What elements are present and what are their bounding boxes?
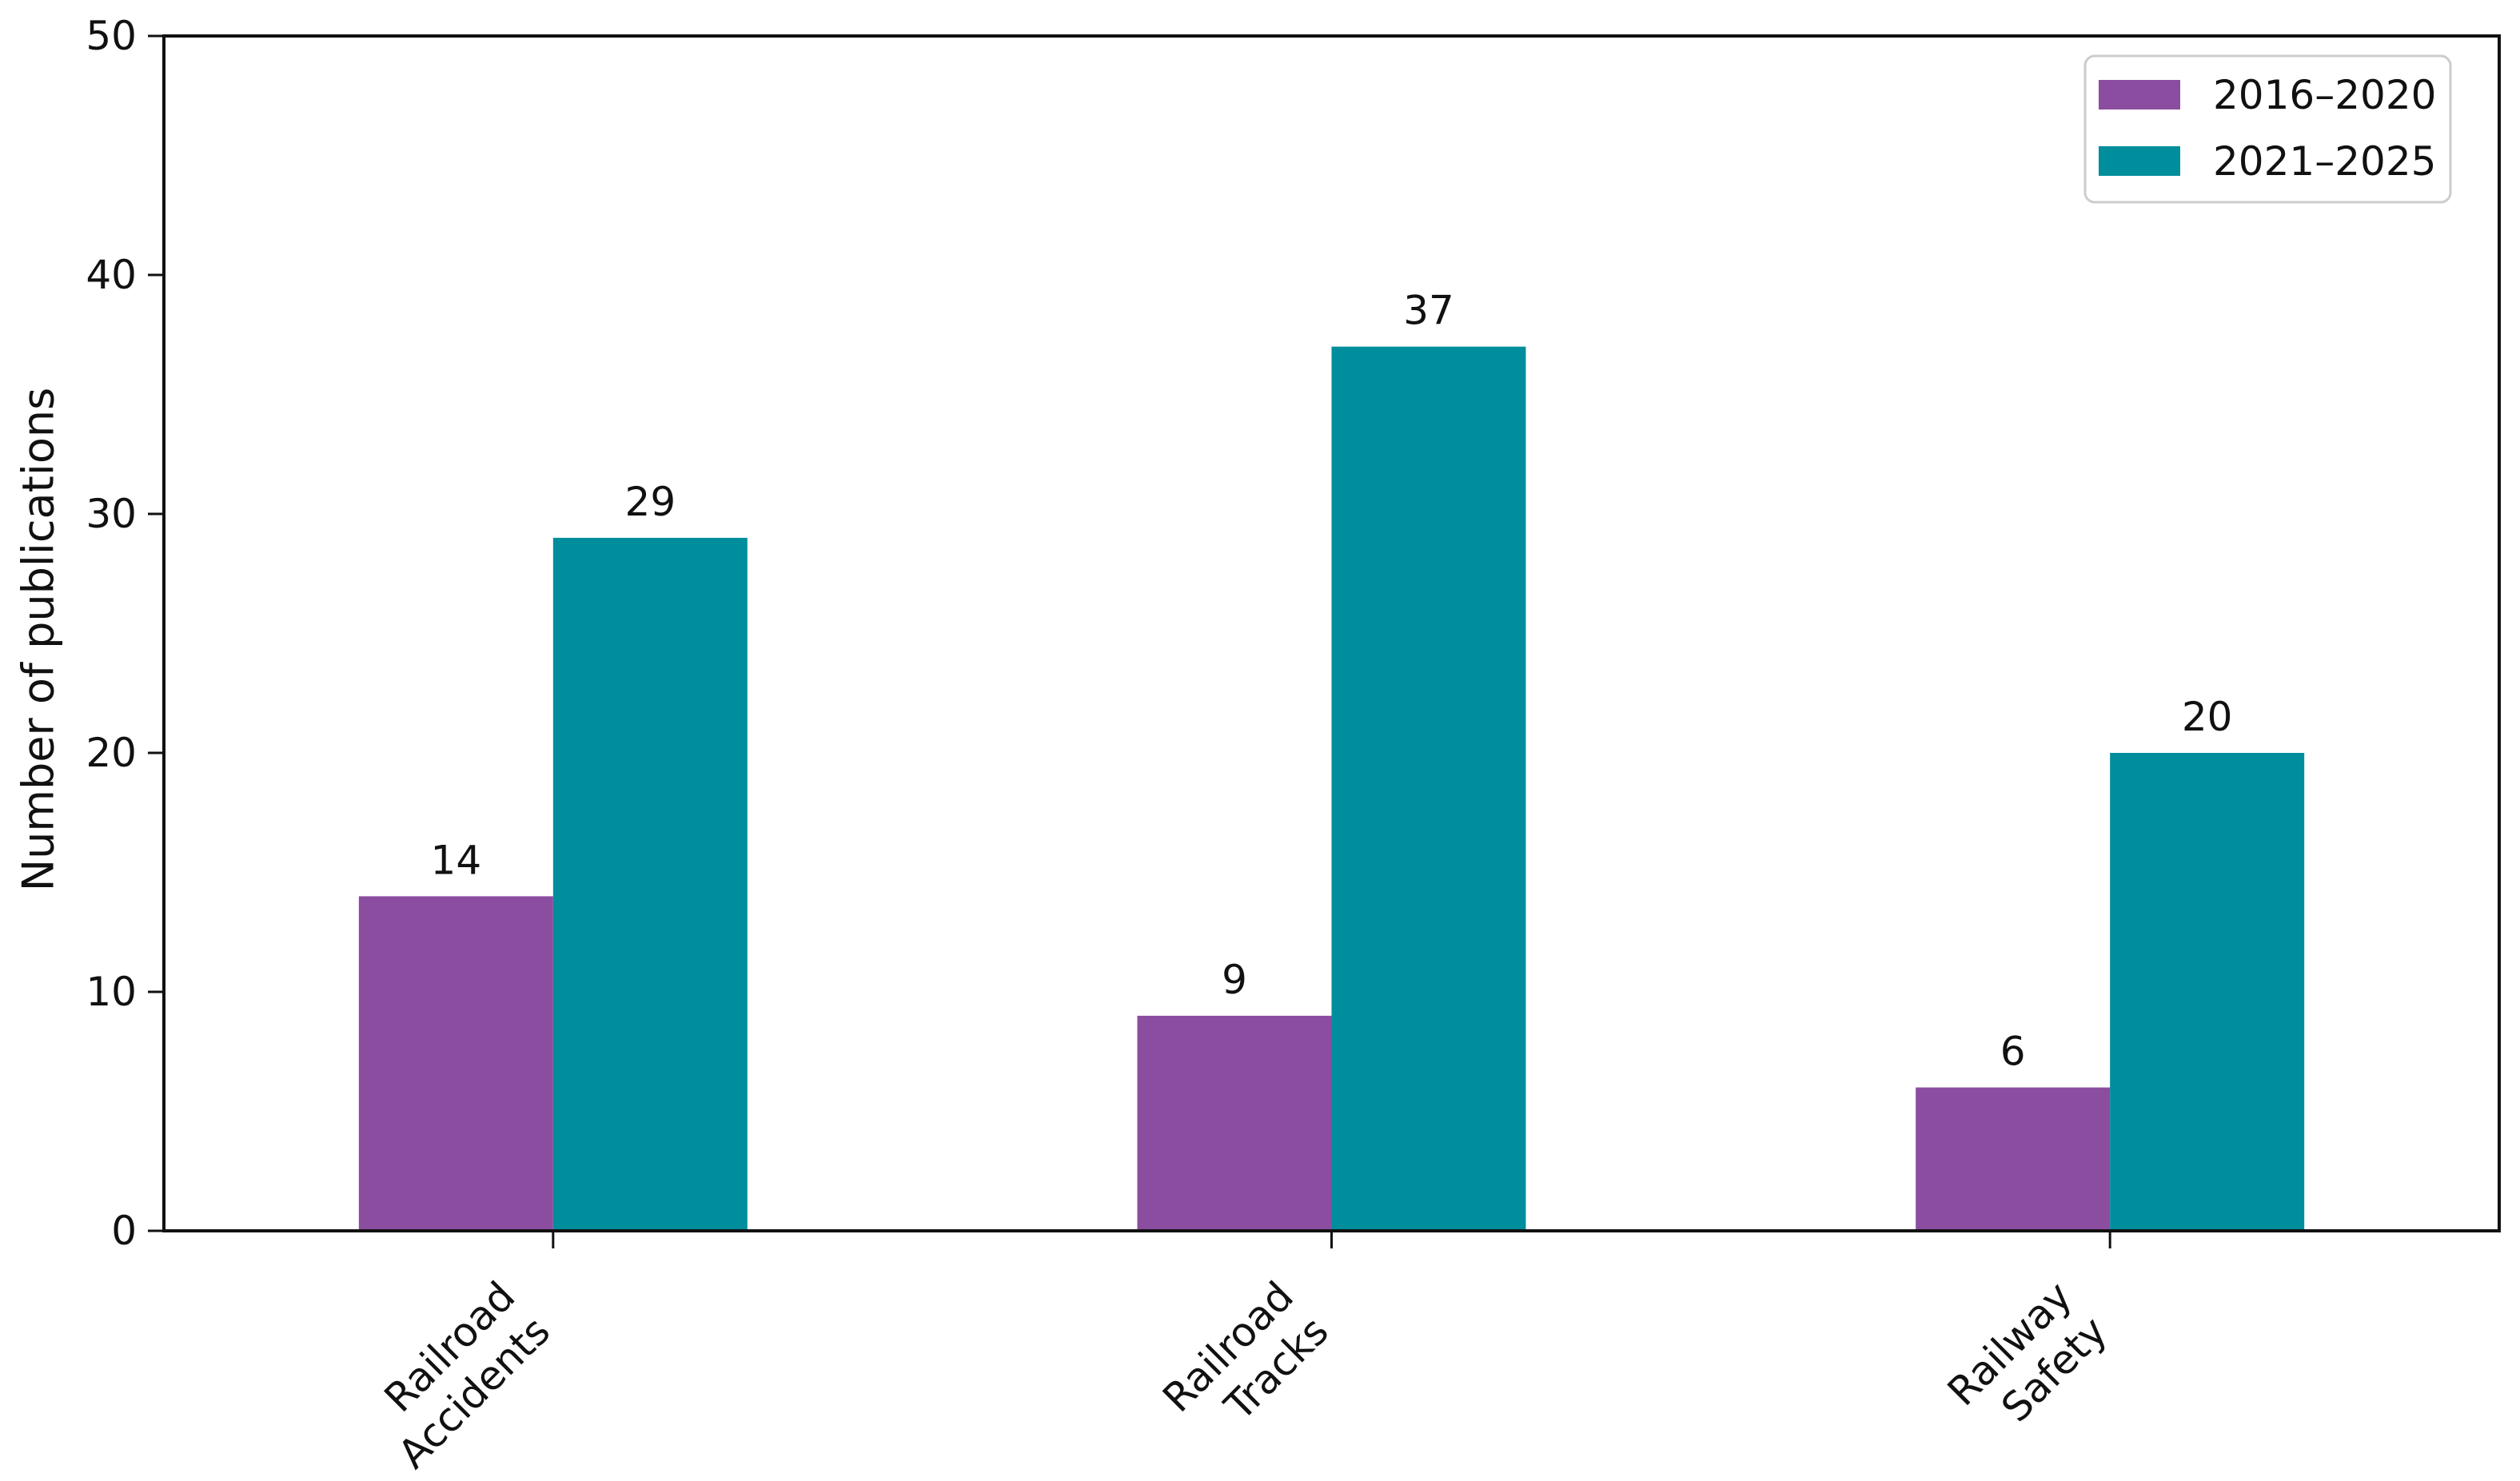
bar-2021-2025-railroad-tracks [1331, 346, 1526, 1232]
y-axis-label: Number of publications [13, 387, 64, 892]
y-tick-label-30: 30 [86, 491, 137, 537]
bar-value-label-2021-2025-railroad-tracks: 37 [1403, 288, 1454, 334]
legend-swatch-2021-2025 [2099, 146, 2180, 176]
bar-2016-2020-railroad-accidents [358, 896, 553, 1231]
bar-2016-2020-railway-safety [1916, 1087, 2111, 1231]
bar-value-label-2021-2025-railroad-accidents: 29 [625, 479, 676, 525]
legend-label-2016-2020: 2016–2020 [2213, 72, 2437, 118]
y-tick-label-20: 20 [86, 730, 137, 776]
x-tick-label-railroad-accidents: RailroadAccidents [354, 1272, 559, 1477]
y-tick-label-10: 10 [86, 969, 137, 1015]
legend-swatch-2016-2020 [2099, 80, 2180, 109]
bar-2021-2025-railway-safety [2110, 753, 2305, 1231]
x-tick-label-railway-safety: RailwaySafety [1939, 1272, 2115, 1449]
x-tick-label-railroad-tracks: RailroadTracks [1154, 1272, 1337, 1455]
bar-value-label-2021-2025-railway-safety: 20 [2182, 694, 2233, 740]
bar-2016-2020-railroad-tracks [1137, 1015, 1332, 1231]
y-tick-label-0: 0 [111, 1208, 137, 1254]
plot-frame [162, 34, 2501, 1232]
y-tick-label-40: 40 [86, 252, 137, 298]
y-tick-label-50: 50 [86, 13, 137, 59]
bar-value-label-2016-2020-railway-safety: 6 [2000, 1029, 2026, 1075]
bar-2021-2025-railroad-accidents [552, 537, 748, 1231]
bar-value-label-2016-2020-railroad-accidents: 14 [431, 837, 482, 883]
bar-value-label-2016-2020-railroad-tracks: 9 [1222, 957, 1247, 1003]
legend-label-2021-2025: 2021–2025 [2213, 138, 2437, 185]
